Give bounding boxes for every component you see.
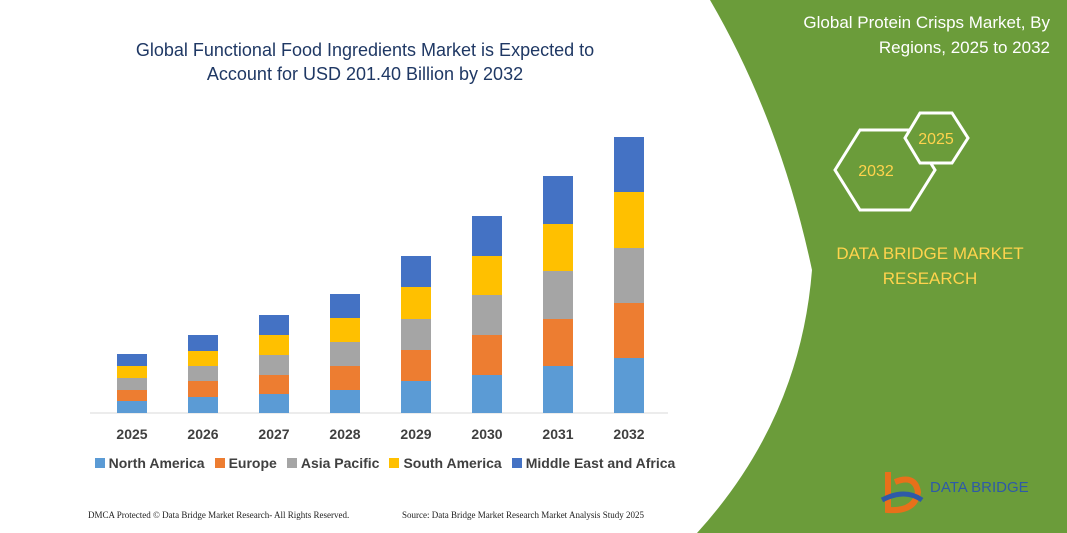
bar-segment <box>117 354 147 366</box>
side-panel <box>697 0 1067 533</box>
x-tick-label: 2025 <box>116 426 147 442</box>
bar-segment <box>259 394 289 413</box>
bar-segment <box>472 256 502 295</box>
hex-label: 2032 <box>858 163 894 180</box>
legend-label: Middle East and Africa <box>525 455 676 471</box>
bar-segment <box>330 390 360 413</box>
bar-segment <box>543 176 573 224</box>
bar-segment <box>614 192 644 248</box>
bar-segment <box>614 358 644 413</box>
x-tick-label: 2031 <box>542 426 573 442</box>
bar-segment <box>543 366 573 413</box>
logo: DATA BRIDGE <box>880 472 1029 514</box>
logo-text: DATA BRIDGE <box>930 479 1029 496</box>
bar-segment <box>330 318 360 342</box>
bar-segment <box>401 287 431 319</box>
bar-segment <box>117 401 147 413</box>
bar-segment <box>259 315 289 335</box>
bar-segment <box>188 366 218 381</box>
bar-segment <box>259 335 289 355</box>
logo-mark <box>880 491 924 503</box>
bar-segment <box>401 350 431 381</box>
x-tick-label: 2030 <box>471 426 502 442</box>
footer-left: DMCA Protected © Data Bridge Market Rese… <box>88 510 350 520</box>
legend-item: South America <box>389 455 502 471</box>
legend-swatch <box>214 458 225 468</box>
bar-segment <box>614 248 644 303</box>
chart-title: Global Functional Food Ingredients Marke… <box>135 40 595 84</box>
brand: DATA BRIDGE MARKET RESEARCH <box>836 244 1024 288</box>
legend-label: Asia Pacific <box>300 455 380 471</box>
x-tick-label: 2028 <box>329 426 360 442</box>
legend-item: North America <box>94 455 205 471</box>
footer-right: Source: Data Bridge Market Research Mark… <box>402 510 644 520</box>
panel-title: Global Protein Crisps Market, By Regions… <box>803 13 1050 57</box>
x-tick-label: 2026 <box>187 426 218 442</box>
bar-segment <box>188 397 218 413</box>
bar-segment <box>330 366 360 390</box>
bar-segment <box>472 335 502 375</box>
bar-segment <box>259 355 289 375</box>
legend-item: Asia Pacific <box>286 455 380 471</box>
bar-segment <box>117 378 147 390</box>
bar-segment <box>117 366 147 378</box>
bar-segment <box>472 295 502 335</box>
x-tick-label: 2027 <box>258 426 289 442</box>
legend-label: North America <box>108 455 205 471</box>
bar-segment <box>401 381 431 413</box>
legend-swatch <box>511 458 522 468</box>
bar-segment <box>543 224 573 271</box>
bar-segment <box>614 137 644 192</box>
bar-segment <box>401 256 431 287</box>
bar-segment <box>614 303 644 358</box>
legend: North America Europe Asia Pacific South Ame… <box>60 455 710 471</box>
bar-segment <box>330 342 360 366</box>
bar-segment <box>401 319 431 350</box>
bar-segment <box>472 375 502 413</box>
hexagon <box>903 111 970 165</box>
legend-swatch <box>389 458 400 468</box>
legend-item: Europe <box>214 455 277 471</box>
bar-segment <box>259 375 289 394</box>
legend-item: Middle East and Africa <box>511 455 676 471</box>
bar-segment <box>330 294 360 318</box>
legend-swatch <box>286 458 297 468</box>
x-tick-label: 2029 <box>400 426 431 442</box>
bar-segment <box>543 319 573 366</box>
bar-segment <box>472 216 502 256</box>
bar-segment <box>188 335 218 351</box>
legend-swatch <box>94 458 105 468</box>
bar-segment <box>543 271 573 319</box>
bar-segment <box>188 351 218 366</box>
bar-segment <box>188 381 218 397</box>
legend-label: South America <box>403 455 502 471</box>
bar-segment <box>117 390 147 401</box>
logo-mark <box>885 472 922 514</box>
hexagon <box>833 128 937 212</box>
hex-label: 2025 <box>918 131 954 148</box>
x-tick-label: 2032 <box>613 426 644 442</box>
legend-label: Europe <box>228 455 277 471</box>
